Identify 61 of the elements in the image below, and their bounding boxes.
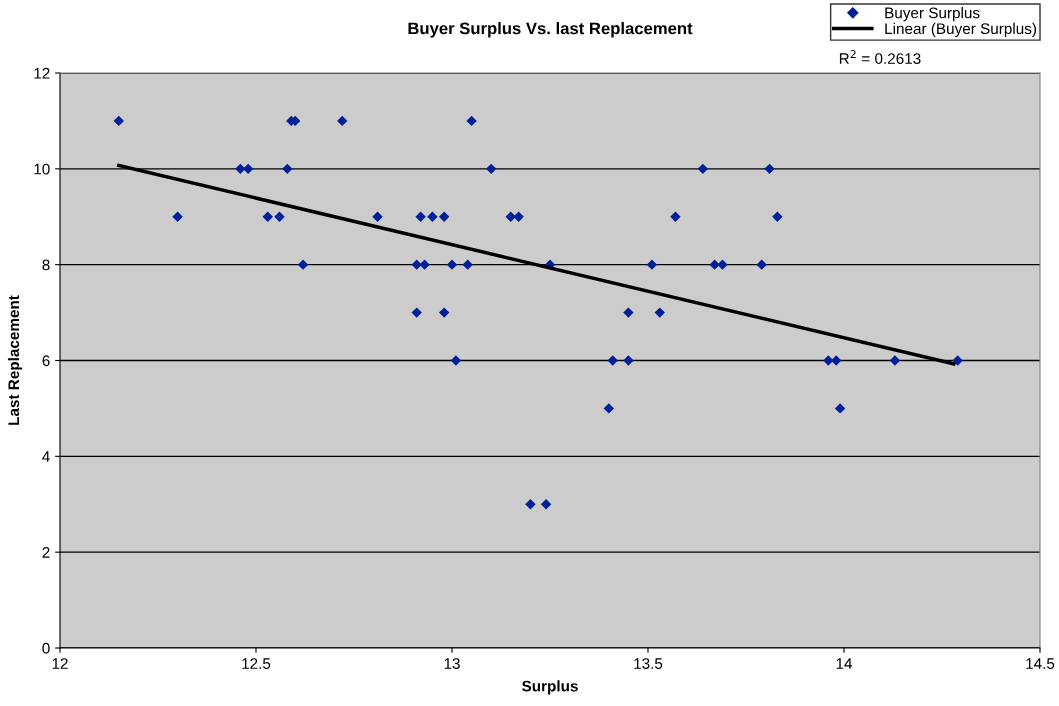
y-axis-title: Last Replacement: [7, 295, 23, 425]
point: [654, 307, 665, 318]
x-tick-label: 14: [836, 658, 853, 669]
point: [337, 115, 348, 127]
point: [172, 211, 183, 222]
point: [646, 259, 658, 270]
point: [411, 307, 422, 318]
point: [411, 259, 422, 270]
x-tick-label: 12: [52, 658, 68, 669]
point: [603, 403, 614, 414]
x-tick-label: 13.5: [634, 658, 663, 669]
chart-title: Buyer Surplus Vs. last Replacement: [408, 22, 693, 38]
point: [952, 355, 963, 366]
point: [756, 259, 767, 270]
y-tick-label: 4: [42, 451, 50, 462]
x-tick-label: 12.5: [242, 658, 271, 669]
y-tick-label: 12: [34, 67, 50, 79]
point: [262, 211, 273, 222]
point: [274, 211, 285, 222]
point: [438, 307, 450, 318]
point: [607, 355, 618, 366]
point: [670, 211, 681, 222]
y-tick-label: 6: [42, 355, 50, 367]
y-tick-label: 10: [34, 163, 50, 175]
point: [889, 355, 901, 366]
point: [372, 211, 383, 222]
point: [297, 259, 309, 270]
point: [486, 163, 497, 175]
point: [427, 211, 438, 222]
text: R$^{2}$ = 0.2613: [839, 50, 921, 64]
y-tick-label: 8: [42, 259, 50, 271]
point: [623, 307, 634, 318]
x-axis-title: Surplus: [522, 680, 578, 695]
point: [623, 355, 634, 366]
point: [834, 403, 846, 414]
point: [823, 355, 834, 366]
point: [513, 211, 524, 222]
point: [419, 259, 430, 270]
point: [438, 211, 450, 222]
legend-label: Buyer Surplus: [885, 7, 980, 22]
point: [450, 355, 462, 366]
point: [462, 259, 473, 270]
point: [764, 163, 775, 175]
point: [709, 259, 720, 270]
x-tick-label: 13: [444, 658, 460, 669]
point: [415, 211, 426, 222]
point: [505, 211, 516, 222]
y-tick-label: 0: [42, 642, 50, 654]
point: [446, 259, 458, 270]
point: [540, 499, 552, 510]
point: [772, 211, 783, 222]
point: [235, 163, 246, 175]
point: [717, 259, 728, 270]
x-tick-label: 14.5: [1026, 658, 1055, 669]
point: [113, 115, 124, 127]
y-tick-label: 2: [42, 547, 50, 558]
point: [525, 499, 536, 510]
point: [282, 163, 293, 175]
point: [697, 163, 709, 175]
point: [466, 115, 477, 127]
legend-label: Linear (Buyer Surplus): [885, 22, 1037, 38]
